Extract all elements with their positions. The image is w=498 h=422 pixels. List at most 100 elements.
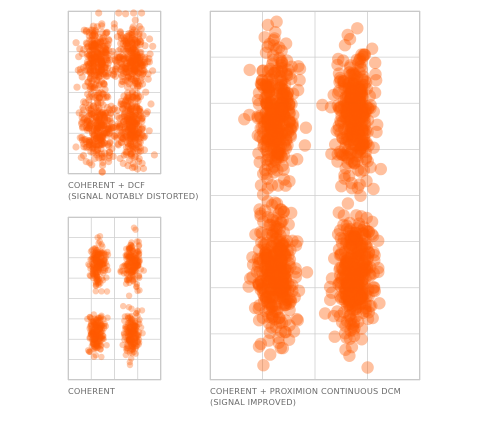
symbol-point [117,138,125,146]
symbol-point [125,117,133,125]
symbol-point [76,65,84,73]
symbol-point [94,331,101,338]
symbol-point [100,332,107,340]
symbol-point [263,72,276,85]
symbol-point [272,82,286,95]
symbol-point [137,147,145,155]
symbol-point [123,336,131,344]
symbol-cluster-1 [238,15,313,223]
symbol-point [132,120,141,128]
symbol-point [347,122,360,135]
symbol-point [94,258,102,265]
symbol-point [341,279,355,292]
symbol-point [342,100,355,113]
symbol-point [97,324,104,331]
symbol-point [128,164,137,172]
symbol-point [96,339,103,347]
symbol-point [144,75,152,83]
symbol-point [91,254,99,262]
symbol-point [105,47,113,55]
symbol-point [253,299,266,312]
symbol-point [343,77,356,90]
symbol-point [126,279,133,287]
symbol-point [131,127,139,135]
symbol-point [97,248,104,255]
symbol-point [89,274,97,281]
symbol-point [94,60,102,68]
symbol-point [100,114,109,123]
symbol-point [260,95,273,108]
symbol-point [260,90,273,103]
symbol-point [329,138,342,151]
symbol-point [276,74,289,87]
symbol-point [123,251,131,258]
symbol-point [94,332,101,340]
symbol-point [100,121,108,130]
symbol-point [268,113,281,126]
symbol-point [139,114,147,122]
symbol-point [125,263,132,270]
symbol-point [132,345,139,352]
symbol-point [335,316,349,329]
symbol-point [97,261,104,268]
symbol-point [343,303,357,316]
symbol-point [272,287,285,300]
symbol-point [266,310,279,323]
symbol-point [100,129,109,137]
symbol-point [91,131,99,139]
symbol-point [91,137,99,146]
symbol-point [105,130,113,138]
symbol-point [123,105,131,113]
symbol-point [128,319,136,326]
symbol-point [338,76,351,89]
symbol-point [130,262,137,270]
symbol-point [260,80,273,93]
symbol-point [252,147,265,160]
symbol-point [360,211,373,225]
symbol-point [72,143,80,151]
symbol-point [130,321,137,328]
symbol-point [86,82,94,90]
symbol-point [265,259,278,272]
symbol-point [351,293,364,306]
symbol-point [348,93,362,106]
symbol-point [137,48,145,56]
symbol-point [274,277,287,290]
symbol-point [345,272,358,285]
symbol-point [120,330,128,337]
symbol-point [273,133,286,146]
symbol-point [93,330,100,337]
symbol-point [98,60,106,68]
symbol-point [356,291,370,304]
symbol-point [109,71,117,79]
symbol-point [362,246,376,260]
symbol-point [284,260,297,273]
symbol-point [343,286,356,299]
symbol-point [130,334,138,341]
symbol-point [89,331,96,339]
symbol-point [129,263,136,271]
symbol-point [96,333,103,340]
symbol-point [279,298,293,311]
symbol-point [270,275,283,288]
symbol-point [275,253,288,266]
symbol-point [355,297,368,310]
symbol-point [110,104,119,113]
symbol-point [283,68,296,81]
symbol-point [367,141,380,154]
symbol-point [274,107,287,120]
symbol-point [97,320,105,328]
symbol-point [91,59,99,67]
symbol-point [141,55,149,63]
symbol-point [331,305,344,318]
symbol-point [353,65,366,79]
symbol-point [357,70,370,83]
symbol-point [89,31,97,39]
symbol-point [129,346,136,354]
symbol-point [333,101,346,114]
symbol-point [135,107,143,115]
symbol-point [129,277,137,285]
symbol-point [334,248,348,262]
symbol-point [348,322,361,335]
symbol-point [103,42,111,50]
